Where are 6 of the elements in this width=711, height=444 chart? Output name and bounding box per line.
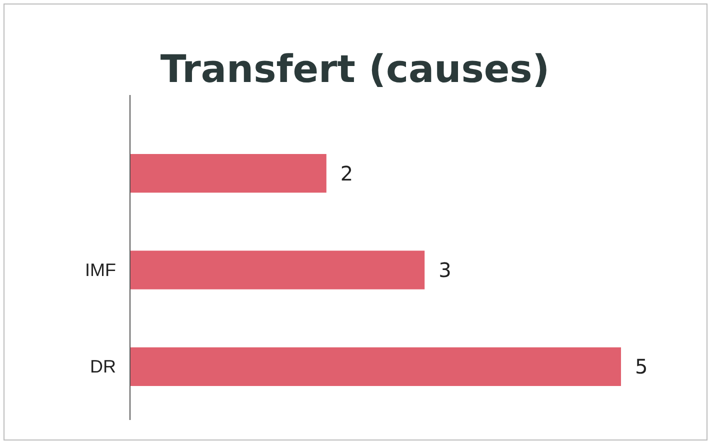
data-label: 3 <box>438 258 452 282</box>
data-label: 2 <box>340 161 354 186</box>
data-label: 5 <box>635 354 648 379</box>
y-tick-label: IMF <box>85 260 116 280</box>
y-tick-label: DR <box>90 356 116 376</box>
chart-title: Transfert (causes) <box>160 47 550 91</box>
